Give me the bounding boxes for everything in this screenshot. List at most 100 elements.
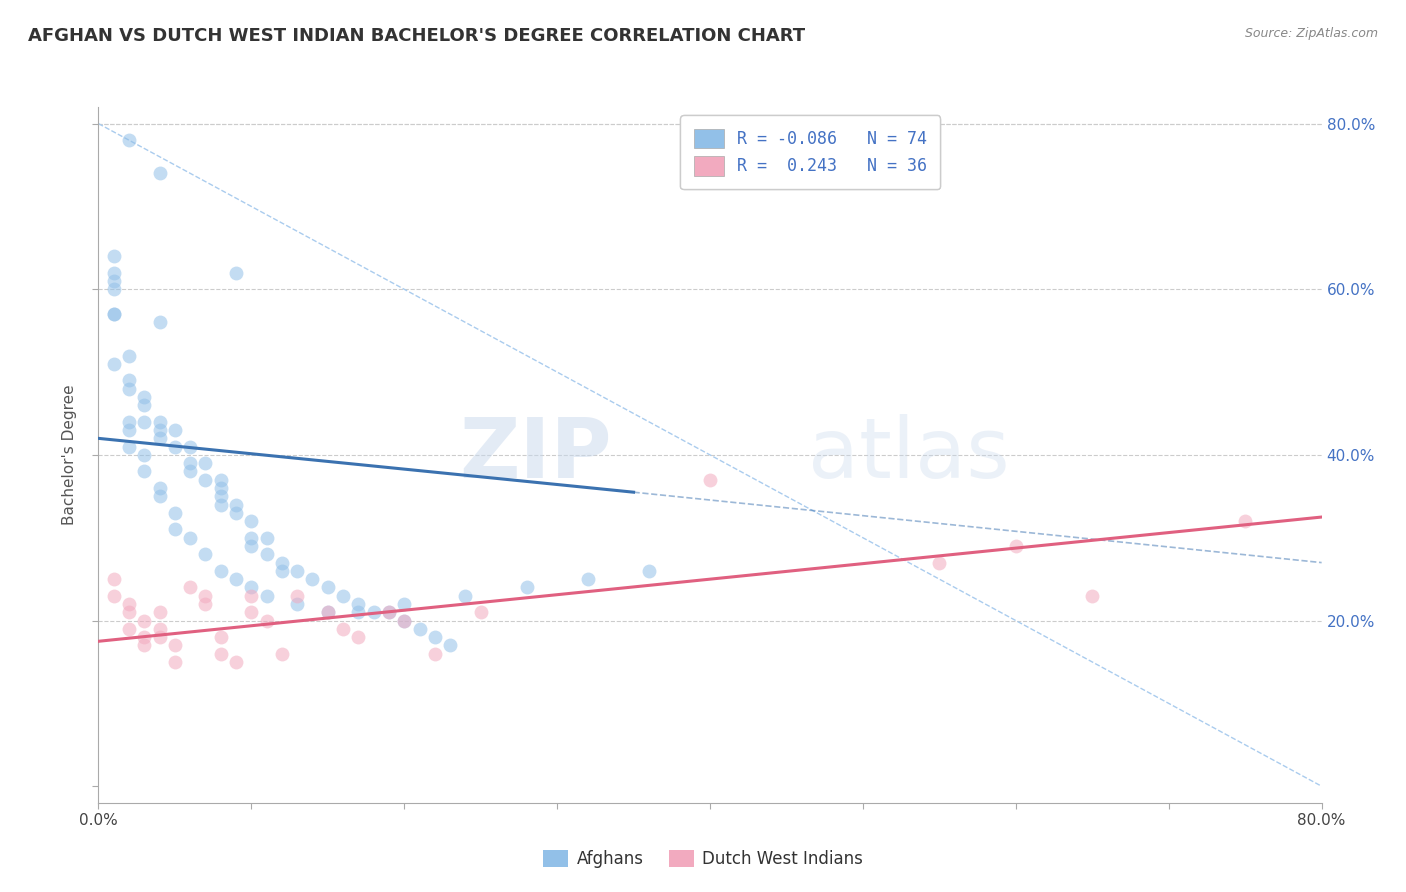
Point (378, 605, 401, 619)
Point (118, 133, 141, 147)
Point (103, 249, 125, 263)
Point (134, 630, 156, 644)
Point (408, 622, 430, 636)
Point (423, 647, 446, 661)
Point (347, 630, 370, 644)
Point (316, 581, 339, 595)
Point (392, 597, 416, 611)
Point (194, 473, 217, 487)
Point (103, 589, 125, 603)
Point (163, 523, 186, 537)
Point (134, 390, 156, 404)
Point (103, 274, 125, 288)
Point (103, 572, 125, 586)
Point (439, 639, 461, 653)
Point (149, 431, 172, 445)
Point (316, 605, 339, 619)
Point (1081, 589, 1104, 603)
Point (240, 589, 263, 603)
Point (134, 398, 156, 412)
Point (256, 531, 278, 545)
Point (392, 614, 416, 628)
Point (470, 605, 492, 619)
Point (576, 572, 599, 586)
Point (118, 605, 141, 619)
Point (149, 630, 172, 644)
Legend: R = -0.086   N = 74, R =  0.243   N = 36: R = -0.086 N = 74, R = 0.243 N = 36 (681, 115, 941, 189)
Point (240, 539, 263, 553)
Point (179, 531, 201, 545)
Point (225, 266, 247, 280)
Point (118, 423, 141, 437)
Point (285, 589, 308, 603)
Point (225, 572, 247, 586)
Point (392, 614, 416, 628)
Point (194, 547, 217, 561)
Point (285, 564, 308, 578)
Point (149, 489, 172, 503)
Point (285, 597, 308, 611)
Point (378, 605, 401, 619)
Legend: Afghans, Dutch West Indians: Afghans, Dutch West Indians (537, 843, 869, 875)
Point (194, 589, 217, 603)
Point (209, 481, 232, 495)
Point (347, 605, 370, 619)
Point (240, 531, 263, 545)
Point (240, 605, 263, 619)
Point (118, 373, 141, 387)
Point (149, 622, 172, 636)
Point (103, 307, 125, 321)
Point (270, 647, 292, 661)
Point (134, 639, 156, 653)
Point (163, 440, 186, 454)
Point (1234, 514, 1257, 528)
Point (332, 622, 354, 636)
Point (149, 315, 172, 329)
Point (316, 605, 339, 619)
Point (194, 456, 217, 470)
Point (301, 572, 323, 586)
Point (194, 597, 217, 611)
Point (240, 514, 263, 528)
Point (118, 415, 141, 429)
Y-axis label: Bachelor's Degree: Bachelor's Degree (62, 384, 77, 525)
Point (149, 423, 172, 437)
Point (149, 415, 172, 429)
Point (347, 597, 370, 611)
Point (103, 266, 125, 280)
Text: atlas: atlas (808, 415, 1010, 495)
Point (209, 647, 232, 661)
Point (256, 589, 278, 603)
Point (699, 473, 721, 487)
Point (225, 506, 247, 520)
Point (209, 630, 232, 644)
Text: ZIP: ZIP (460, 415, 612, 495)
Point (118, 440, 141, 454)
Point (118, 349, 141, 363)
Point (179, 581, 201, 595)
Point (163, 639, 186, 653)
Point (516, 581, 538, 595)
Point (103, 282, 125, 296)
Point (256, 614, 278, 628)
Point (179, 456, 201, 470)
Text: Source: ZipAtlas.com: Source: ZipAtlas.com (1244, 27, 1378, 40)
Point (103, 307, 125, 321)
Point (240, 581, 263, 595)
Point (209, 498, 232, 512)
Point (225, 655, 247, 669)
Point (209, 473, 232, 487)
Point (134, 465, 156, 479)
Point (225, 498, 247, 512)
Text: AFGHAN VS DUTCH WEST INDIAN BACHELOR'S DEGREE CORRELATION CHART: AFGHAN VS DUTCH WEST INDIAN BACHELOR'S D… (28, 27, 806, 45)
Point (134, 448, 156, 462)
Point (363, 605, 385, 619)
Point (928, 556, 950, 570)
Point (1004, 539, 1026, 553)
Point (149, 605, 172, 619)
Point (179, 465, 201, 479)
Point (149, 166, 172, 180)
Point (454, 589, 477, 603)
Point (134, 415, 156, 429)
Point (118, 622, 141, 636)
